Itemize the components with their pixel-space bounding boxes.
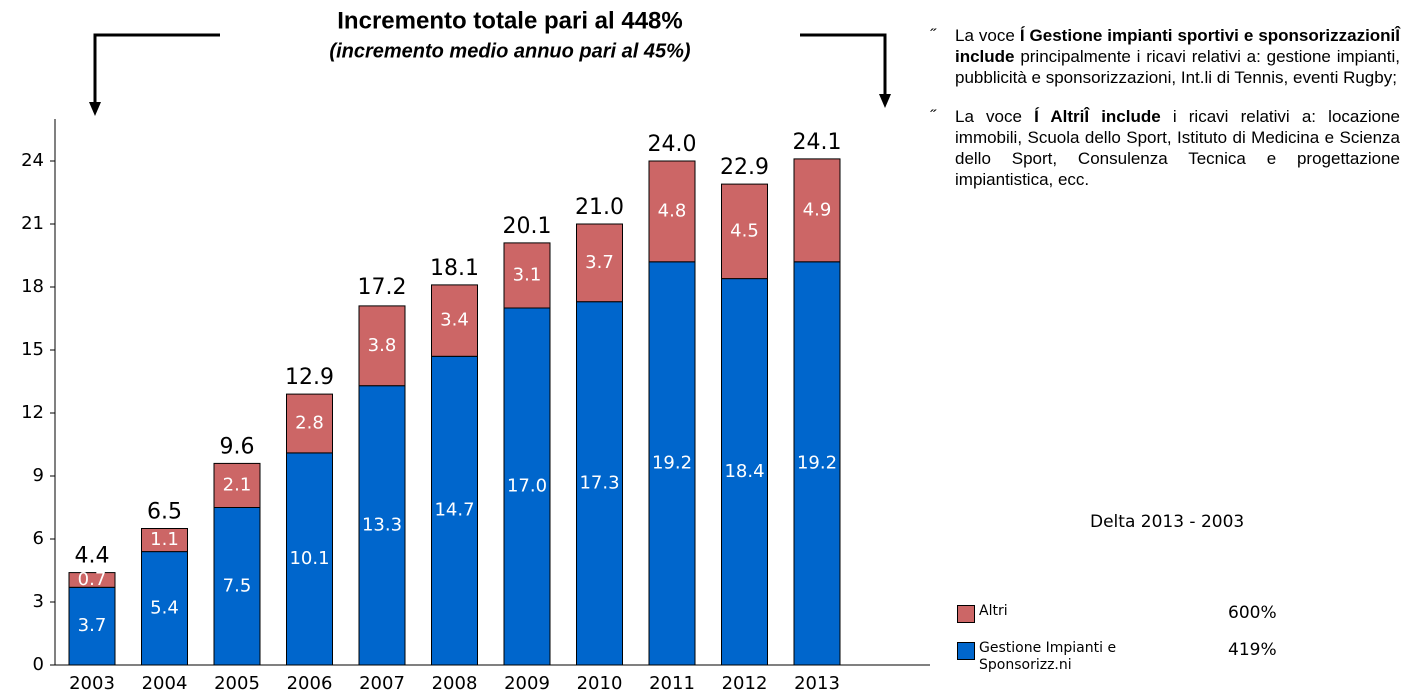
y-tick-label: 15: [21, 339, 44, 360]
data-label: 14.7: [434, 500, 474, 521]
total-label: 24.1: [793, 130, 842, 155]
bar-segment: [213, 462, 261, 508]
data-label: 1.1: [150, 529, 179, 550]
arrow-head: [89, 102, 101, 116]
bar-segment: [793, 158, 841, 263]
bar-segment: [721, 183, 768, 280]
x-tick-label: 2006: [287, 673, 333, 694]
y-tick-label: 12: [21, 402, 44, 423]
data-label: 13.3: [362, 514, 402, 535]
x-tick-label: 2009: [504, 673, 550, 694]
data-label: 3.4: [440, 310, 469, 331]
y-tick-label: 0: [33, 654, 44, 675]
y-tick-label: 21: [21, 213, 44, 234]
legend-label: Altri: [979, 603, 1008, 619]
data-label: 3.8: [368, 335, 397, 356]
bar-segment: [358, 305, 406, 387]
total-label: 12.9: [285, 365, 334, 390]
x-tick-label: 2005: [214, 673, 260, 694]
note-bold: Í AltriÎ include: [1034, 107, 1161, 126]
legend-label: Gestione Impianti e Sponsorizz.ni: [979, 640, 1117, 673]
data-label: 17.3: [579, 472, 619, 493]
x-tick-label: 2007: [359, 673, 405, 694]
note-lead: La voce: [955, 107, 1035, 126]
total-label: 4.4: [75, 544, 110, 569]
note-marker: ˝: [930, 107, 936, 126]
bar-segment: [721, 278, 768, 666]
x-tick-label: 2003: [69, 673, 115, 694]
note: ˝ La voce Í Gestione impianti sportivi e …: [930, 25, 1401, 88]
note-text: principalmente i ricavi relativi a: gest…: [955, 47, 1400, 87]
data-label: 4.9: [803, 199, 832, 220]
x-tick-label: 2008: [432, 673, 478, 694]
bar-segment: [576, 223, 623, 303]
bar-segment: [286, 393, 333, 454]
data-label: 3.7: [585, 252, 614, 273]
bar-segment: [213, 507, 261, 666]
x-tick-label: 2013: [794, 673, 840, 694]
bar-segment: [68, 586, 116, 666]
note: ˝ La voce Í AltriÎ include i ricavi relat…: [930, 106, 1400, 190]
total-label: 21.0: [575, 195, 624, 220]
bar-segment: [286, 452, 333, 666]
arrow-head: [879, 94, 891, 108]
bar-segment: [648, 160, 696, 263]
y-tick-label: 9: [33, 465, 44, 486]
data-label: 10.1: [289, 548, 329, 569]
bar-segment: [648, 261, 696, 666]
data-label: 4.8: [658, 200, 687, 221]
chart-title: Incremento totale pari al 448%: [337, 7, 682, 34]
bar-segment: [431, 284, 478, 357]
delta-title: Delta 2013 - 2003: [1090, 512, 1245, 532]
legend-swatch: [957, 642, 975, 660]
data-label: 2.8: [295, 413, 324, 434]
delta-value: 600%: [1228, 603, 1277, 623]
total-label: 18.1: [430, 256, 479, 281]
data-label: 2.1: [223, 474, 252, 495]
data-label: 19.2: [652, 452, 692, 473]
data-label: 0.7: [78, 569, 107, 590]
data-label: 18.4: [724, 461, 764, 482]
data-label: 3.7: [78, 615, 107, 636]
bar-segment: [793, 261, 841, 666]
total-label: 6.5: [147, 500, 182, 525]
x-tick-label: 2010: [577, 673, 623, 694]
y-tick-label: 3: [33, 591, 44, 612]
total-label: 24.0: [648, 132, 697, 157]
x-tick-label: 2004: [142, 673, 188, 694]
arrow-right: [800, 33, 887, 96]
delta-value: 419%: [1228, 640, 1277, 660]
bar-segment: [68, 572, 116, 588]
total-label: 22.9: [720, 155, 769, 180]
y-tick-label: 6: [33, 528, 44, 549]
x-tick-label: 2011: [649, 673, 695, 694]
total-label: 20.1: [503, 214, 552, 239]
data-label: 17.0: [507, 476, 547, 497]
data-label: 4.5: [730, 220, 759, 241]
note-lead: La voce: [955, 26, 1020, 45]
note-text: i ricavi relativi a: locazione immobili,…: [955, 107, 1400, 189]
legend-swatch: [957, 605, 975, 623]
chart: Incremento totale pari al 448% (incremen…: [21, 7, 930, 694]
y-tick-label: 24: [21, 150, 44, 171]
bar-segment: [141, 528, 188, 553]
y-tick-label: 18: [21, 276, 44, 297]
note-marker: ˝: [930, 26, 936, 45]
bar-segment: [576, 301, 623, 666]
data-label: 19.2: [797, 452, 837, 473]
note-bold: Í Gestione impianti sportivi e sponsoriz…: [955, 26, 1401, 66]
notes: ˝ La voce Í Gestione impianti sportivi e …: [930, 25, 1401, 208]
bar-segment: [431, 355, 478, 666]
arrow-left: [93, 33, 220, 104]
bar-segment: [503, 242, 551, 309]
x-tick-label: 2012: [722, 673, 768, 694]
total-label: 9.6: [220, 434, 255, 459]
total-label: 17.2: [358, 275, 407, 300]
chart-subtitle: (incremento medio annuo pari al 45%): [329, 40, 691, 62]
data-label: 5.4: [150, 597, 179, 618]
bar-segment: [141, 551, 188, 666]
data-label: 7.5: [223, 575, 252, 596]
data-label: 3.1: [513, 264, 542, 285]
